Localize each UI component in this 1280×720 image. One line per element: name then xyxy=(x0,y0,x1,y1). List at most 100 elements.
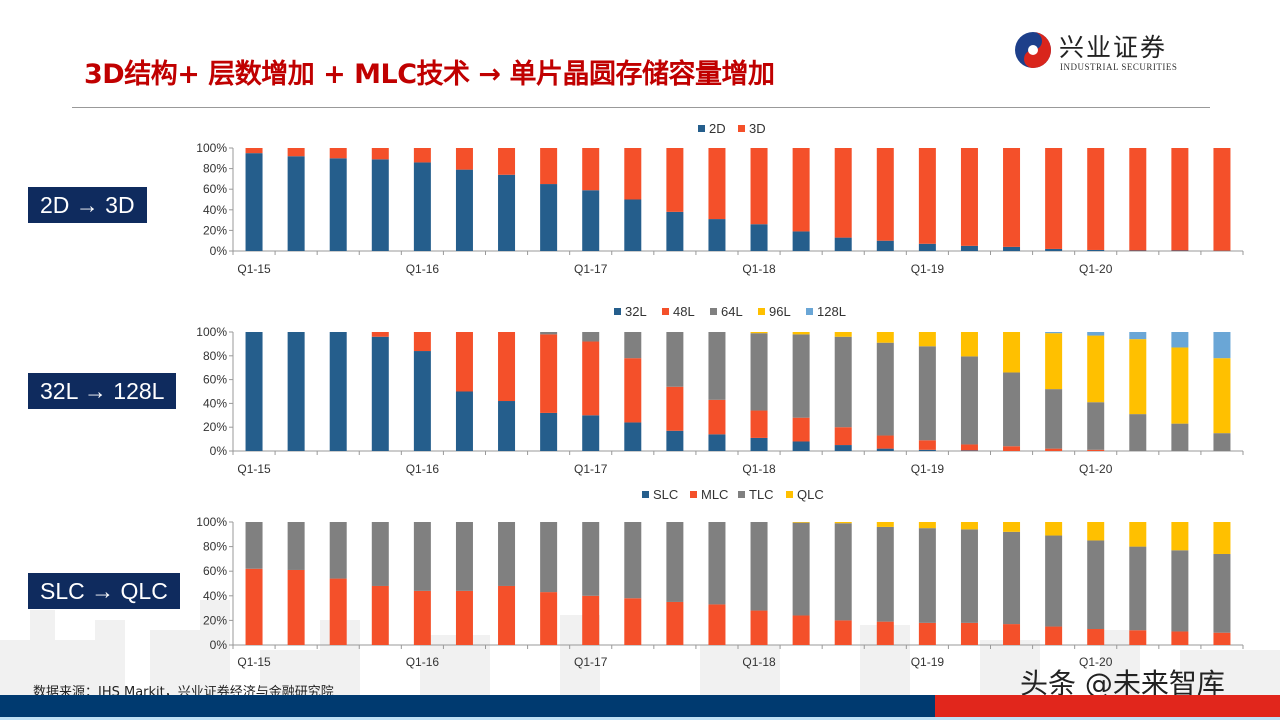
bar-2d-q3-20 xyxy=(1171,250,1189,251)
bar-mlc-q3-19 xyxy=(1003,624,1021,645)
bar-2d-q4-15 xyxy=(371,159,389,251)
legend-label-3d: 3D xyxy=(749,121,766,136)
bar-48l-q2-16 xyxy=(455,332,473,392)
bar-48l-q2-18 xyxy=(792,417,810,442)
logo-mark-icon xyxy=(1015,32,1051,68)
bar-48l-q2-19 xyxy=(960,444,978,451)
legend-label-slc: SLC xyxy=(653,487,678,502)
y-tick-label: 40% xyxy=(203,589,227,603)
bar-96l-q3-20 xyxy=(1171,347,1189,424)
bar-tlc-q2-17 xyxy=(624,522,642,599)
bar-64l-q3-18 xyxy=(834,336,852,428)
bar-3d-q4-19 xyxy=(1045,148,1063,249)
legend-label-64l: 64L xyxy=(721,304,743,319)
legend-swatch-64l xyxy=(710,308,717,315)
bar-2d-q1-20 xyxy=(1087,249,1105,251)
bar-32l-q1-15 xyxy=(245,332,263,451)
legend-swatch-96l xyxy=(758,308,765,315)
bar-qlc-q3-20 xyxy=(1171,522,1189,551)
bar-3d-q1-17 xyxy=(582,148,600,191)
bar-mlc-q3-20 xyxy=(1171,631,1189,645)
y-tick-label: 80% xyxy=(203,540,227,554)
x-tick-label: Q1-17 xyxy=(574,655,608,669)
footer-bar-blue xyxy=(0,695,935,717)
bar-mlc-q1-18 xyxy=(750,610,768,645)
legend-label-mlc: MLC xyxy=(701,487,728,502)
bar-tlc-q4-16 xyxy=(540,522,558,593)
x-tick-label: Q1-18 xyxy=(742,262,776,276)
bar-tlc-q1-15 xyxy=(245,522,263,569)
bar-2d-q3-17 xyxy=(666,211,684,251)
bar-64l-q2-20 xyxy=(1129,414,1147,451)
bar-32l-q3-18 xyxy=(834,445,852,451)
bar-48l-q1-18 xyxy=(750,410,768,438)
bar-2d-q2-15 xyxy=(287,156,305,251)
legend-swatch-qlc xyxy=(786,491,793,498)
legend-swatch-2d xyxy=(698,125,705,132)
legend-label-2d: 2D xyxy=(709,121,726,136)
bar-qlc-q3-19 xyxy=(1003,522,1021,532)
bar-48l-q3-19 xyxy=(1003,446,1021,451)
bar-tlc-q3-15 xyxy=(329,522,347,579)
bar-tlc-q3-17 xyxy=(666,522,684,602)
bar-48l-q1-16 xyxy=(413,332,431,352)
bar-32l-q3-15 xyxy=(329,332,347,451)
tag-2d-3d: 2D → 3D xyxy=(28,187,147,223)
bar-mlc-q2-18 xyxy=(792,615,810,645)
bar-128l-q2-20 xyxy=(1129,332,1147,340)
bar-48l-q4-17 xyxy=(708,399,726,435)
bar-2d-q1-19 xyxy=(918,243,936,251)
x-tick-label: Q1-16 xyxy=(406,462,440,476)
bar-32l-q1-17 xyxy=(582,415,600,451)
bar-32l-q4-15 xyxy=(371,336,389,451)
bar-3d-q2-19 xyxy=(960,148,978,246)
bar-mlc-q4-17 xyxy=(708,604,726,645)
bar-2d-q4-18 xyxy=(876,240,894,251)
bar-2d-q3-18 xyxy=(834,237,852,251)
bar-2d-q1-15 xyxy=(245,153,263,251)
x-tick-label: Q1-20 xyxy=(1079,655,1113,669)
bar-48l-q4-15 xyxy=(371,332,389,337)
bar-64l-q4-16 xyxy=(540,332,558,335)
bar-tlc-q2-19 xyxy=(960,529,978,623)
bar-64l-q2-17 xyxy=(624,332,642,359)
y-tick-label: 80% xyxy=(203,162,227,176)
bar-128l-q1-20 xyxy=(1087,332,1105,336)
legend-label-32l: 32L xyxy=(625,304,647,319)
bar-96l-q1-19 xyxy=(918,332,936,347)
bar-48l-q4-18 xyxy=(876,435,894,449)
bar-tlc-q2-15 xyxy=(287,522,305,570)
bar-2d-q3-15 xyxy=(329,158,347,251)
legend-label-tlc: TLC xyxy=(749,487,774,502)
bar-64l-q4-19 xyxy=(1045,389,1063,449)
bar-32l-q2-18 xyxy=(792,441,810,451)
bar-2d-q4-19 xyxy=(1045,248,1063,251)
y-tick-label: 100% xyxy=(196,515,227,529)
bar-96l-q1-18 xyxy=(750,332,768,334)
bar-3d-q2-15 xyxy=(287,148,305,157)
bar-96l-q2-20 xyxy=(1129,339,1147,415)
x-tick-label: Q1-15 xyxy=(237,262,271,276)
bar-64l-q2-18 xyxy=(792,334,810,418)
x-tick-label: Q1-16 xyxy=(406,655,440,669)
bar-32l-q2-17 xyxy=(624,422,642,451)
bar-3d-q2-17 xyxy=(624,148,642,200)
bar-32l-q1-19 xyxy=(918,449,936,451)
bar-mlc-q4-15 xyxy=(371,585,389,645)
bar-tlc-q3-19 xyxy=(1003,531,1021,625)
bar-mlc-q2-20 xyxy=(1129,630,1147,645)
bar-3d-q4-16 xyxy=(540,148,558,185)
chart-layer-count: 0% 20% 40% 60% 80% 100% Q1-15 Q1-16 Q1-17 Q1-18 Q1… xyxy=(196,304,1244,476)
bar-mlc-q3-17 xyxy=(666,601,684,645)
legend-label-128l: 128L xyxy=(817,304,846,319)
bar-3d-q1-18 xyxy=(750,148,768,225)
bar-96l-q3-19 xyxy=(1003,332,1021,373)
bar-tlc-q1-19 xyxy=(918,528,936,623)
bar-2d-q3-19 xyxy=(1003,246,1021,251)
bar-3d-q1-20 xyxy=(1087,148,1105,250)
legend-swatch-32l xyxy=(614,308,621,315)
x-tick-label: Q1-17 xyxy=(574,462,608,476)
bar-mlc-q4-18 xyxy=(876,621,894,645)
bar-mlc-q3-18 xyxy=(834,620,852,645)
company-logo: 兴业证券 INDUSTRIAL SECURITIES xyxy=(1013,30,1203,74)
